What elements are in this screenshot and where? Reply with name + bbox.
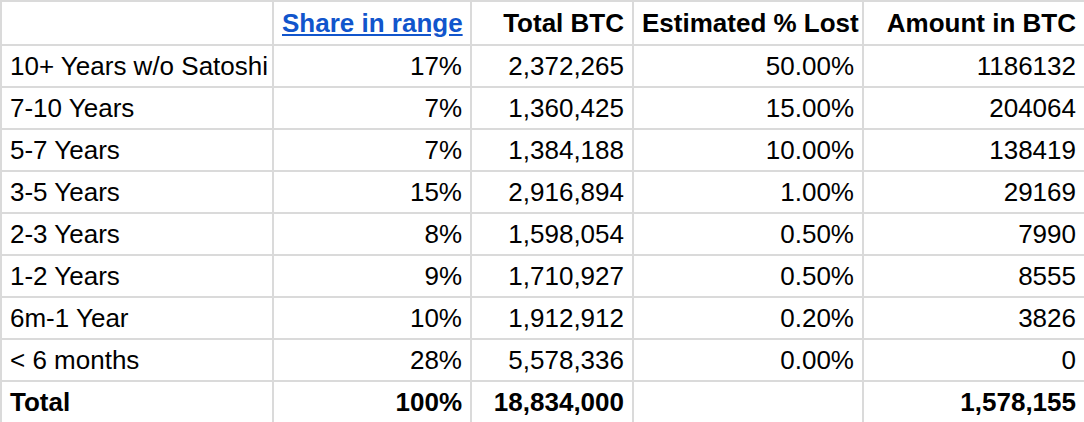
cell-total-btc: 1,384,188 bbox=[471, 129, 633, 171]
table-row: 1-2 Years 9% 1,710,927 0.50% 8555 bbox=[1, 255, 1084, 297]
cell-pct-lost: 1.00% bbox=[633, 171, 863, 213]
cell-share: 7% bbox=[273, 129, 471, 171]
cell-amount-btc: 29169 bbox=[863, 171, 1084, 213]
cell-pct-lost: 0.20% bbox=[633, 297, 863, 339]
cell-pct-lost: 15.00% bbox=[633, 87, 863, 129]
table-row: < 6 months 28% 5,578,336 0.00% 0 bbox=[1, 339, 1084, 381]
spreadsheet-view: Share in range Total BTC Estimated % Los… bbox=[0, 0, 1084, 422]
cell-share: 10% bbox=[273, 297, 471, 339]
cell-total-btc: 2,372,265 bbox=[471, 45, 633, 87]
cell-range-label: 10+ Years w/o Satoshi bbox=[1, 45, 273, 87]
cell-range-label: 5-7 Years bbox=[1, 129, 273, 171]
cell-total-btc: 1,360,425 bbox=[471, 87, 633, 129]
cell-range-label: < 6 months bbox=[1, 339, 273, 381]
table-row: 5-7 Years 7% 1,384,188 10.00% 138419 bbox=[1, 129, 1084, 171]
cell-amount-btc: 138419 bbox=[863, 129, 1084, 171]
cell-range-label: 6m-1 Year bbox=[1, 297, 273, 339]
cell-amount-btc: 7990 bbox=[863, 213, 1084, 255]
header-row: Share in range Total BTC Estimated % Los… bbox=[1, 1, 1084, 45]
cell-pct-lost: 0.00% bbox=[633, 339, 863, 381]
cell-share: 15% bbox=[273, 171, 471, 213]
table-row-total: Total 100% 18,834,000 1,578,155 bbox=[1, 381, 1084, 422]
cell-share: 100% bbox=[273, 381, 471, 422]
header-total-btc: Total BTC bbox=[471, 1, 633, 45]
header-share-in-range: Share in range bbox=[273, 1, 471, 45]
cell-amount-btc: 3826 bbox=[863, 297, 1084, 339]
table-row: 6m-1 Year 10% 1,912,912 0.20% 3826 bbox=[1, 297, 1084, 339]
table-row: 7-10 Years 7% 1,360,425 15.00% 204064 bbox=[1, 87, 1084, 129]
header-estimated-pct-lost: Estimated % Lost bbox=[633, 1, 863, 45]
cell-total-btc: 1,710,927 bbox=[471, 255, 633, 297]
cell-share: 9% bbox=[273, 255, 471, 297]
cell-range-label: 7-10 Years bbox=[1, 87, 273, 129]
table-row: 3-5 Years 15% 2,916,894 1.00% 29169 bbox=[1, 171, 1084, 213]
cell-total-btc: 5,578,336 bbox=[471, 339, 633, 381]
cell-pct-lost: 0.50% bbox=[633, 255, 863, 297]
cell-share: 28% bbox=[273, 339, 471, 381]
cell-total-btc: 2,916,894 bbox=[471, 171, 633, 213]
header-empty bbox=[1, 1, 273, 45]
cell-amount-btc: 1,578,155 bbox=[863, 381, 1084, 422]
cell-total-label: Total bbox=[1, 381, 273, 422]
cell-share: 8% bbox=[273, 213, 471, 255]
table-row: 10+ Years w/o Satoshi 17% 2,372,265 50.0… bbox=[1, 45, 1084, 87]
cell-pct-lost: 0.50% bbox=[633, 213, 863, 255]
cell-pct-lost: 10.00% bbox=[633, 129, 863, 171]
cell-total-btc: 18,834,000 bbox=[471, 381, 633, 422]
cell-range-label: 1-2 Years bbox=[1, 255, 273, 297]
cell-total-btc: 1,598,054 bbox=[471, 213, 633, 255]
cell-amount-btc: 0 bbox=[863, 339, 1084, 381]
cell-share: 7% bbox=[273, 87, 471, 129]
share-in-range-link[interactable]: Share in range bbox=[282, 8, 463, 38]
cell-range-label: 3-5 Years bbox=[1, 171, 273, 213]
cell-share: 17% bbox=[273, 45, 471, 87]
cell-total-btc: 1,912,912 bbox=[471, 297, 633, 339]
btc-age-distribution-table: Share in range Total BTC Estimated % Los… bbox=[0, 0, 1084, 422]
cell-amount-btc: 1186132 bbox=[863, 45, 1084, 87]
cell-pct-lost bbox=[633, 381, 863, 422]
table-row: 2-3 Years 8% 1,598,054 0.50% 7990 bbox=[1, 213, 1084, 255]
cell-amount-btc: 8555 bbox=[863, 255, 1084, 297]
header-amount-in-btc: Amount in BTC bbox=[863, 1, 1084, 45]
cell-amount-btc: 204064 bbox=[863, 87, 1084, 129]
cell-range-label: 2-3 Years bbox=[1, 213, 273, 255]
cell-pct-lost: 50.00% bbox=[633, 45, 863, 87]
